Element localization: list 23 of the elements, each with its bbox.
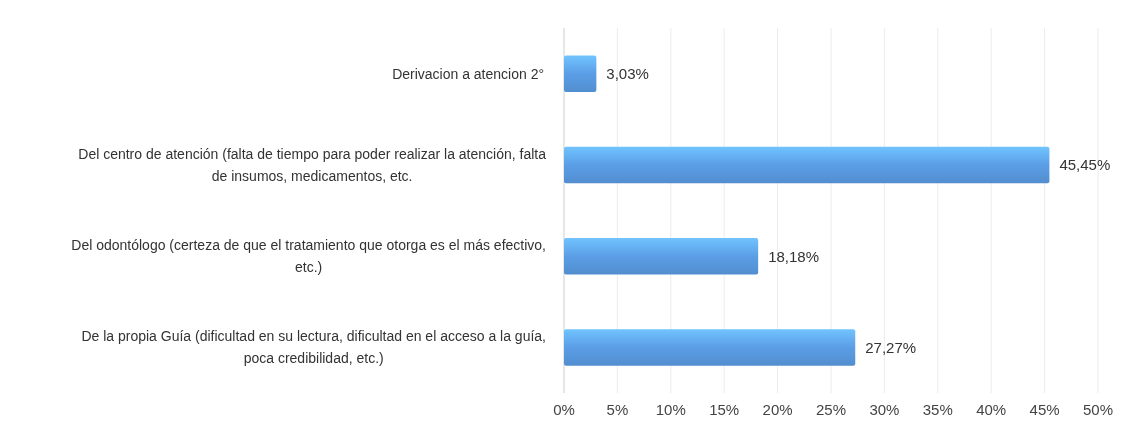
bar xyxy=(564,329,856,366)
data-label: 45,45% xyxy=(1059,156,1111,174)
x-tick-label: 40% xyxy=(976,401,1007,418)
x-tick-label: 10% xyxy=(655,401,686,418)
x-tick-label: 50% xyxy=(1082,401,1114,418)
x-tick-label: 35% xyxy=(922,401,953,418)
data-label: 27,27% xyxy=(865,338,917,356)
data-label: 18,18% xyxy=(768,247,820,265)
bar xyxy=(564,237,759,275)
x-tick-label: 0% xyxy=(553,401,575,418)
x-tick-label: 15% xyxy=(709,401,740,418)
x-tick-label: 30% xyxy=(869,401,900,418)
y-tick-label: De la propia Guía (dificultad en su lectura, dificultad en el acceso a la guía, poca credibilidad, etc.) xyxy=(81,328,546,367)
y-tick-label: Del centro de atención (falta de tiempo para poder realizar la atención, falta de insumos, medicamentos, etc. xyxy=(78,145,547,184)
y-tick-label: Derivacion a atencion 2° xyxy=(392,65,545,82)
x-tick-label: 45% xyxy=(1029,401,1060,418)
data-label: 3,03% xyxy=(606,65,649,83)
x-tick-label: 20% xyxy=(762,401,793,418)
x-tick-label: 5% xyxy=(606,401,629,418)
bar xyxy=(564,146,1050,184)
y-tick-label: Del odontólogo (certeza de que el tratamiento que otorga es el más efectivo, etc.) xyxy=(71,237,546,276)
x-tick-label: 25% xyxy=(815,401,847,418)
bar xyxy=(564,55,597,92)
